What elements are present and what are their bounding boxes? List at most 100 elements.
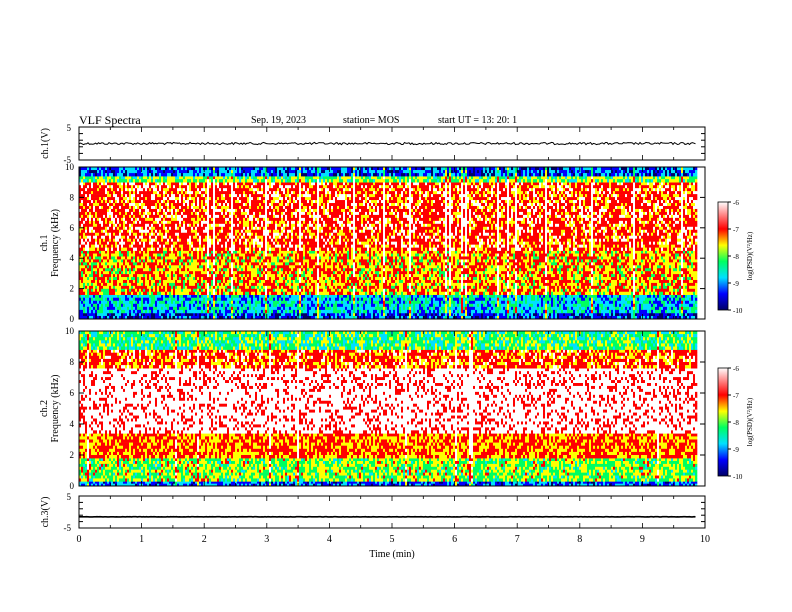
spectrogram-cell — [125, 229, 128, 234]
spectrogram-cell — [131, 294, 134, 299]
spectrogram-cell — [197, 200, 200, 204]
spectrogram-cell — [235, 271, 238, 275]
spectrogram-cell — [179, 197, 182, 201]
spectrogram-cell — [121, 300, 124, 305]
spectrogram-cell — [203, 191, 206, 195]
spectrogram-cell — [249, 211, 252, 216]
spectrogram-cell — [141, 197, 144, 201]
spectrogram-cell — [197, 217, 200, 222]
spectrogram-cell — [151, 185, 154, 189]
spectrogram-cell — [159, 271, 162, 275]
spectrogram-cell — [257, 247, 260, 251]
spectrogram-cell — [241, 256, 244, 260]
spectrogram-cell — [231, 265, 234, 269]
spectrogram-cell — [135, 250, 138, 254]
spectrogram-cell — [79, 300, 82, 305]
spectrogram-cell — [245, 268, 248, 272]
spectrogram-cell — [253, 176, 256, 180]
spectrogram-cell — [159, 291, 162, 295]
spectrogram-cell — [231, 288, 234, 293]
spectrogram-cell — [159, 205, 162, 210]
spectrogram-cell — [231, 277, 234, 281]
spectrogram-cell — [265, 262, 268, 266]
spectrogram-cell — [253, 291, 256, 295]
spectrogram-cell — [165, 188, 168, 192]
spectrogram-cell — [131, 309, 134, 314]
spectrogram-cell — [109, 259, 112, 263]
spectrogram-cell — [133, 223, 136, 228]
spectrogram-cell — [185, 170, 188, 174]
spectrogram-cell — [263, 167, 266, 171]
spectrogram-cell — [177, 167, 180, 171]
spectrogram-cell — [231, 241, 234, 245]
spectrogram-cell — [87, 312, 90, 317]
spectrogram-cell — [133, 211, 136, 216]
spectrogram-cell — [239, 203, 242, 207]
spectrogram-cell — [145, 170, 148, 174]
spectrogram-cell — [235, 197, 238, 201]
spectrogram-cell — [257, 176, 260, 180]
spectrogram-cell — [257, 197, 260, 201]
spectrogram-cell — [129, 294, 132, 299]
spectrogram-cell — [203, 268, 206, 272]
spectrogram-cell — [149, 235, 152, 239]
spectrogram-cell — [259, 211, 262, 216]
spectrogram-cell — [163, 188, 166, 192]
spectrogram-cell — [179, 167, 182, 171]
spectrogram-cell — [125, 285, 128, 290]
spectrogram-cell — [187, 268, 190, 272]
spectrogram-cell — [259, 262, 262, 266]
spectrogram-cell — [157, 271, 160, 275]
spectrogram-cell — [177, 303, 180, 308]
spectrogram-cell — [261, 205, 264, 210]
spectrogram-cell — [111, 203, 114, 207]
spectrogram-cell — [201, 176, 204, 180]
spectrogram-cell — [237, 274, 240, 278]
spectrogram-cell — [203, 285, 206, 290]
spectrogram-cell — [145, 288, 148, 293]
spectrogram-cell — [111, 300, 114, 305]
spectrogram-cell — [145, 312, 148, 317]
spectrogram-cell — [173, 256, 176, 260]
spectrogram-cell — [247, 285, 250, 290]
spectrogram-cell — [235, 214, 238, 219]
spectrogram-cell — [107, 200, 110, 204]
spectrogram-cell — [115, 306, 118, 311]
spectrogram-cell — [121, 188, 124, 192]
spectrogram-cell — [181, 241, 184, 245]
spectrogram-cell — [217, 312, 220, 317]
spectrogram-cell — [107, 208, 110, 213]
spectrogram-cell — [91, 188, 94, 192]
spectrogram-cell — [149, 191, 152, 195]
spectrogram-cell — [87, 277, 90, 281]
spectrogram-cell — [247, 271, 250, 275]
spectrogram-cell — [125, 294, 128, 299]
spectrogram-cell — [147, 194, 150, 198]
spectrogram-cell — [95, 208, 98, 213]
spectrogram-cell — [135, 235, 138, 239]
spectrogram-cell — [129, 288, 132, 293]
spectrogram-cell — [171, 309, 174, 314]
spectrogram-cell — [197, 268, 200, 272]
spectrogram-cell — [231, 191, 234, 195]
spectrogram-cell — [105, 312, 108, 317]
spectrogram-cell — [193, 259, 196, 263]
spectrogram-cell — [259, 173, 262, 177]
spectrogram-cell — [115, 262, 118, 266]
spectrogram-cell — [241, 185, 244, 189]
spectrogram-cell — [163, 285, 166, 290]
spectrogram-cell — [113, 197, 116, 201]
spectrogram-cell — [165, 226, 168, 231]
spectrogram-cell — [247, 167, 250, 171]
spectrogram-cell — [249, 274, 252, 278]
spectrogram-cell — [229, 247, 232, 251]
spectrogram-cell — [189, 288, 192, 293]
spectrogram-cell — [209, 170, 212, 174]
spectrogram-cell — [239, 244, 242, 248]
spectrogram-cell — [165, 223, 168, 228]
spectrogram-cell — [203, 238, 206, 242]
spectrogram-cell — [99, 265, 102, 269]
spectrogram-cell — [183, 274, 186, 278]
spectrogram-cell — [237, 235, 240, 239]
spectrogram-cell — [113, 297, 116, 302]
